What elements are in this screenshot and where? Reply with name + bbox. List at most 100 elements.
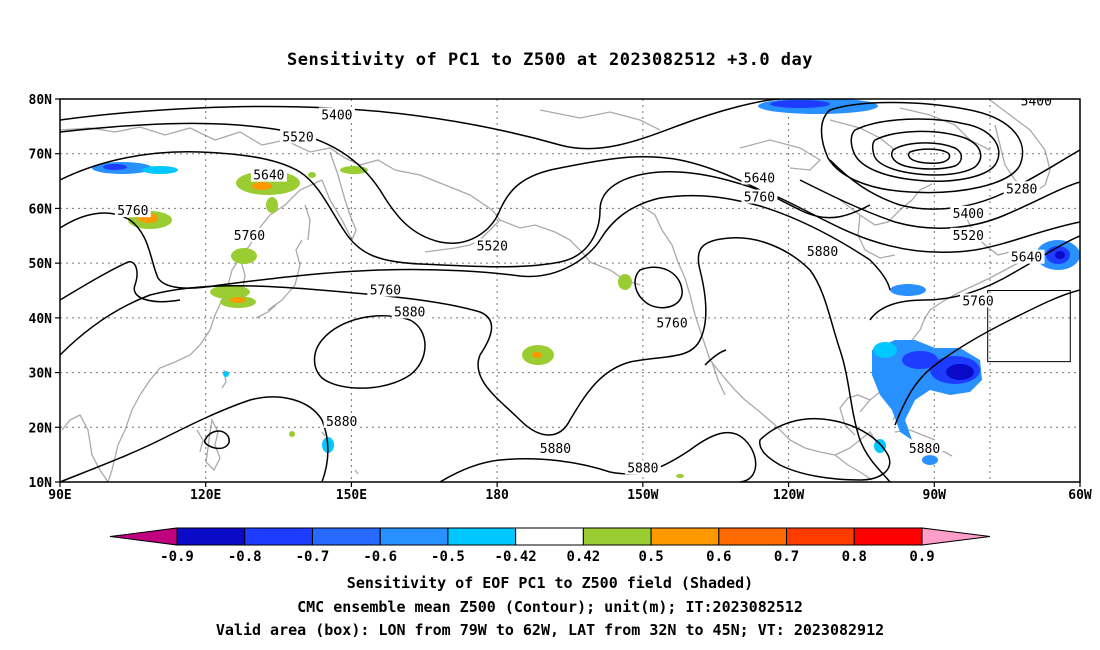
- contour-label: 5520: [282, 130, 313, 145]
- contour-5760-west: [60, 194, 891, 291]
- lon-tick-label: 150E: [336, 488, 367, 503]
- contour-label: 5880: [627, 461, 658, 476]
- colorbar: -0.9 -0.8 -0.7 -0.6 -0.5 -0.42 0.42 0.5 0.6 0.7 0.…: [109, 527, 991, 565]
- contour-label: 5760: [117, 204, 148, 219]
- contour-label-bg: [1008, 249, 1045, 264]
- colorbar-label: 0.7: [774, 549, 799, 565]
- colorbar-swatch: [379, 527, 449, 546]
- colorbar-label: -0.5: [431, 549, 465, 565]
- lat-tick-label: 50N: [29, 257, 53, 272]
- contour-label-bg: [741, 170, 778, 185]
- contour-label: 5640: [1011, 251, 1042, 266]
- colorbar-swatch: [582, 527, 652, 546]
- colorbar-label: -0.6: [363, 549, 397, 565]
- contour-5880-ring-b: [704, 349, 727, 366]
- contour-5880-east: [759, 418, 891, 481]
- contour-label: 5760: [234, 229, 265, 244]
- contour-label: 5760: [656, 316, 687, 331]
- colorbar-swatch: [650, 527, 720, 546]
- contour-label: 5880: [540, 442, 571, 457]
- contour-label-bg: [391, 304, 428, 319]
- lon-tick-label: 150W: [627, 488, 658, 503]
- colorbar-swatch: [244, 527, 313, 546]
- lat-tick-label: 30N: [29, 367, 53, 382]
- contour-label: 5880: [394, 305, 425, 320]
- contour-label-bg: [114, 203, 151, 218]
- contour-5760-lower: [60, 261, 181, 303]
- contour-5760-east: [869, 235, 1080, 321]
- colorbar-swatch: [515, 527, 584, 546]
- contour-label: 5880: [909, 442, 940, 457]
- colorbar-right-arrow: [921, 527, 991, 546]
- contour-label-bg: [960, 293, 996, 308]
- contour-low-ring3: [871, 130, 982, 176]
- contour-label-bg: [741, 189, 778, 204]
- contour-label-bg: [950, 227, 987, 242]
- contour-label: 5640: [253, 169, 284, 184]
- contour-5880-tropics: [439, 431, 757, 482]
- contour-label-bg: [367, 282, 404, 297]
- contour-label-bg: [280, 129, 316, 144]
- lat-tick-label: 80N: [29, 93, 53, 108]
- contour-5400-east: [829, 149, 1080, 210]
- contour-label-bg: [323, 413, 360, 428]
- axis-ticks: 90E 120E 150E 180 150W 120W 90W 60W 80N 70N 60N 50N…: [29, 93, 1092, 503]
- colorbar-swatch: [311, 527, 381, 546]
- contour-label: 5400: [1021, 95, 1052, 110]
- contour-label-bg: [804, 244, 841, 259]
- contour-label: 5280: [1006, 182, 1037, 197]
- lat-tick-label: 70N: [29, 148, 53, 163]
- contour-5880-south: [60, 396, 329, 482]
- contour-low-ring5: [907, 148, 951, 164]
- lon-tick-label: 90E: [48, 488, 71, 503]
- lon-tick-label: 90W: [923, 488, 947, 503]
- contour-label-bg: [906, 441, 943, 456]
- contour-label: 5880: [326, 415, 357, 430]
- contour-label-bg: [231, 227, 268, 242]
- caption-line-1: Sensitivity of EOF PC1 to Z500 field (Sh…: [346, 574, 754, 592]
- colorbar-label: -0.7: [296, 549, 330, 565]
- contour-label: 5400: [321, 108, 352, 123]
- colorbar-label: 0.6: [706, 549, 731, 565]
- contour-5400-west: [60, 99, 781, 150]
- contour-label-bg: [624, 460, 661, 475]
- colorbar-label: -0.8: [228, 549, 262, 565]
- contour-label-bg: [318, 107, 355, 122]
- contour-5880-west-pac: [313, 315, 426, 389]
- contour-5880-ring-a: [203, 430, 230, 450]
- lat-lon-grid: [60, 99, 1080, 482]
- contour-label-bg: [250, 167, 287, 182]
- contour-low-ring2: [850, 118, 1000, 182]
- contour-5880-atlantic: [894, 289, 1080, 426]
- contour-5760-cutoff: [634, 266, 683, 309]
- lat-tick-label: 40N: [29, 312, 53, 327]
- colorbar-swatch: [176, 527, 246, 546]
- contour-label-bg: [1018, 99, 1055, 108]
- lon-tick-label: 120E: [190, 488, 221, 503]
- colorbar-label: 0.9: [909, 549, 934, 565]
- caption-line-2: CMC ensemble mean Z500 (Contour); unit(m…: [297, 598, 803, 616]
- colorbar-swatch: [447, 527, 517, 546]
- lon-tick-label: 120W: [773, 488, 804, 503]
- contour-label: 5520: [953, 229, 984, 244]
- contour-low-ring1: [820, 101, 1024, 194]
- contour-label-bg: [654, 315, 690, 330]
- lat-tick-label: 10N: [29, 476, 53, 491]
- colorbar-label: -0.9: [160, 549, 194, 565]
- contour-label: 5400: [953, 207, 984, 222]
- colorbar-label: 0.42: [567, 549, 601, 565]
- lat-tick-label: 60N: [29, 202, 53, 217]
- colorbar-label: -0.42: [495, 549, 537, 565]
- map-frame: [59, 98, 1081, 483]
- contour-label: 5880: [807, 245, 838, 260]
- contour-5640-west: [60, 151, 781, 268]
- lon-tick-label: 180: [485, 488, 509, 503]
- contour-low-ring4: [891, 142, 963, 170]
- contour-label: 5760: [370, 284, 401, 299]
- contour-5520-east: [799, 179, 1080, 229]
- colorbar-left-arrow: [109, 527, 178, 546]
- caption-line-3: Valid area (box): LON from 79W to 62W, L…: [215, 621, 885, 639]
- colorbar-label: 0.5: [638, 549, 663, 565]
- contour-5880-asia: [60, 237, 891, 482]
